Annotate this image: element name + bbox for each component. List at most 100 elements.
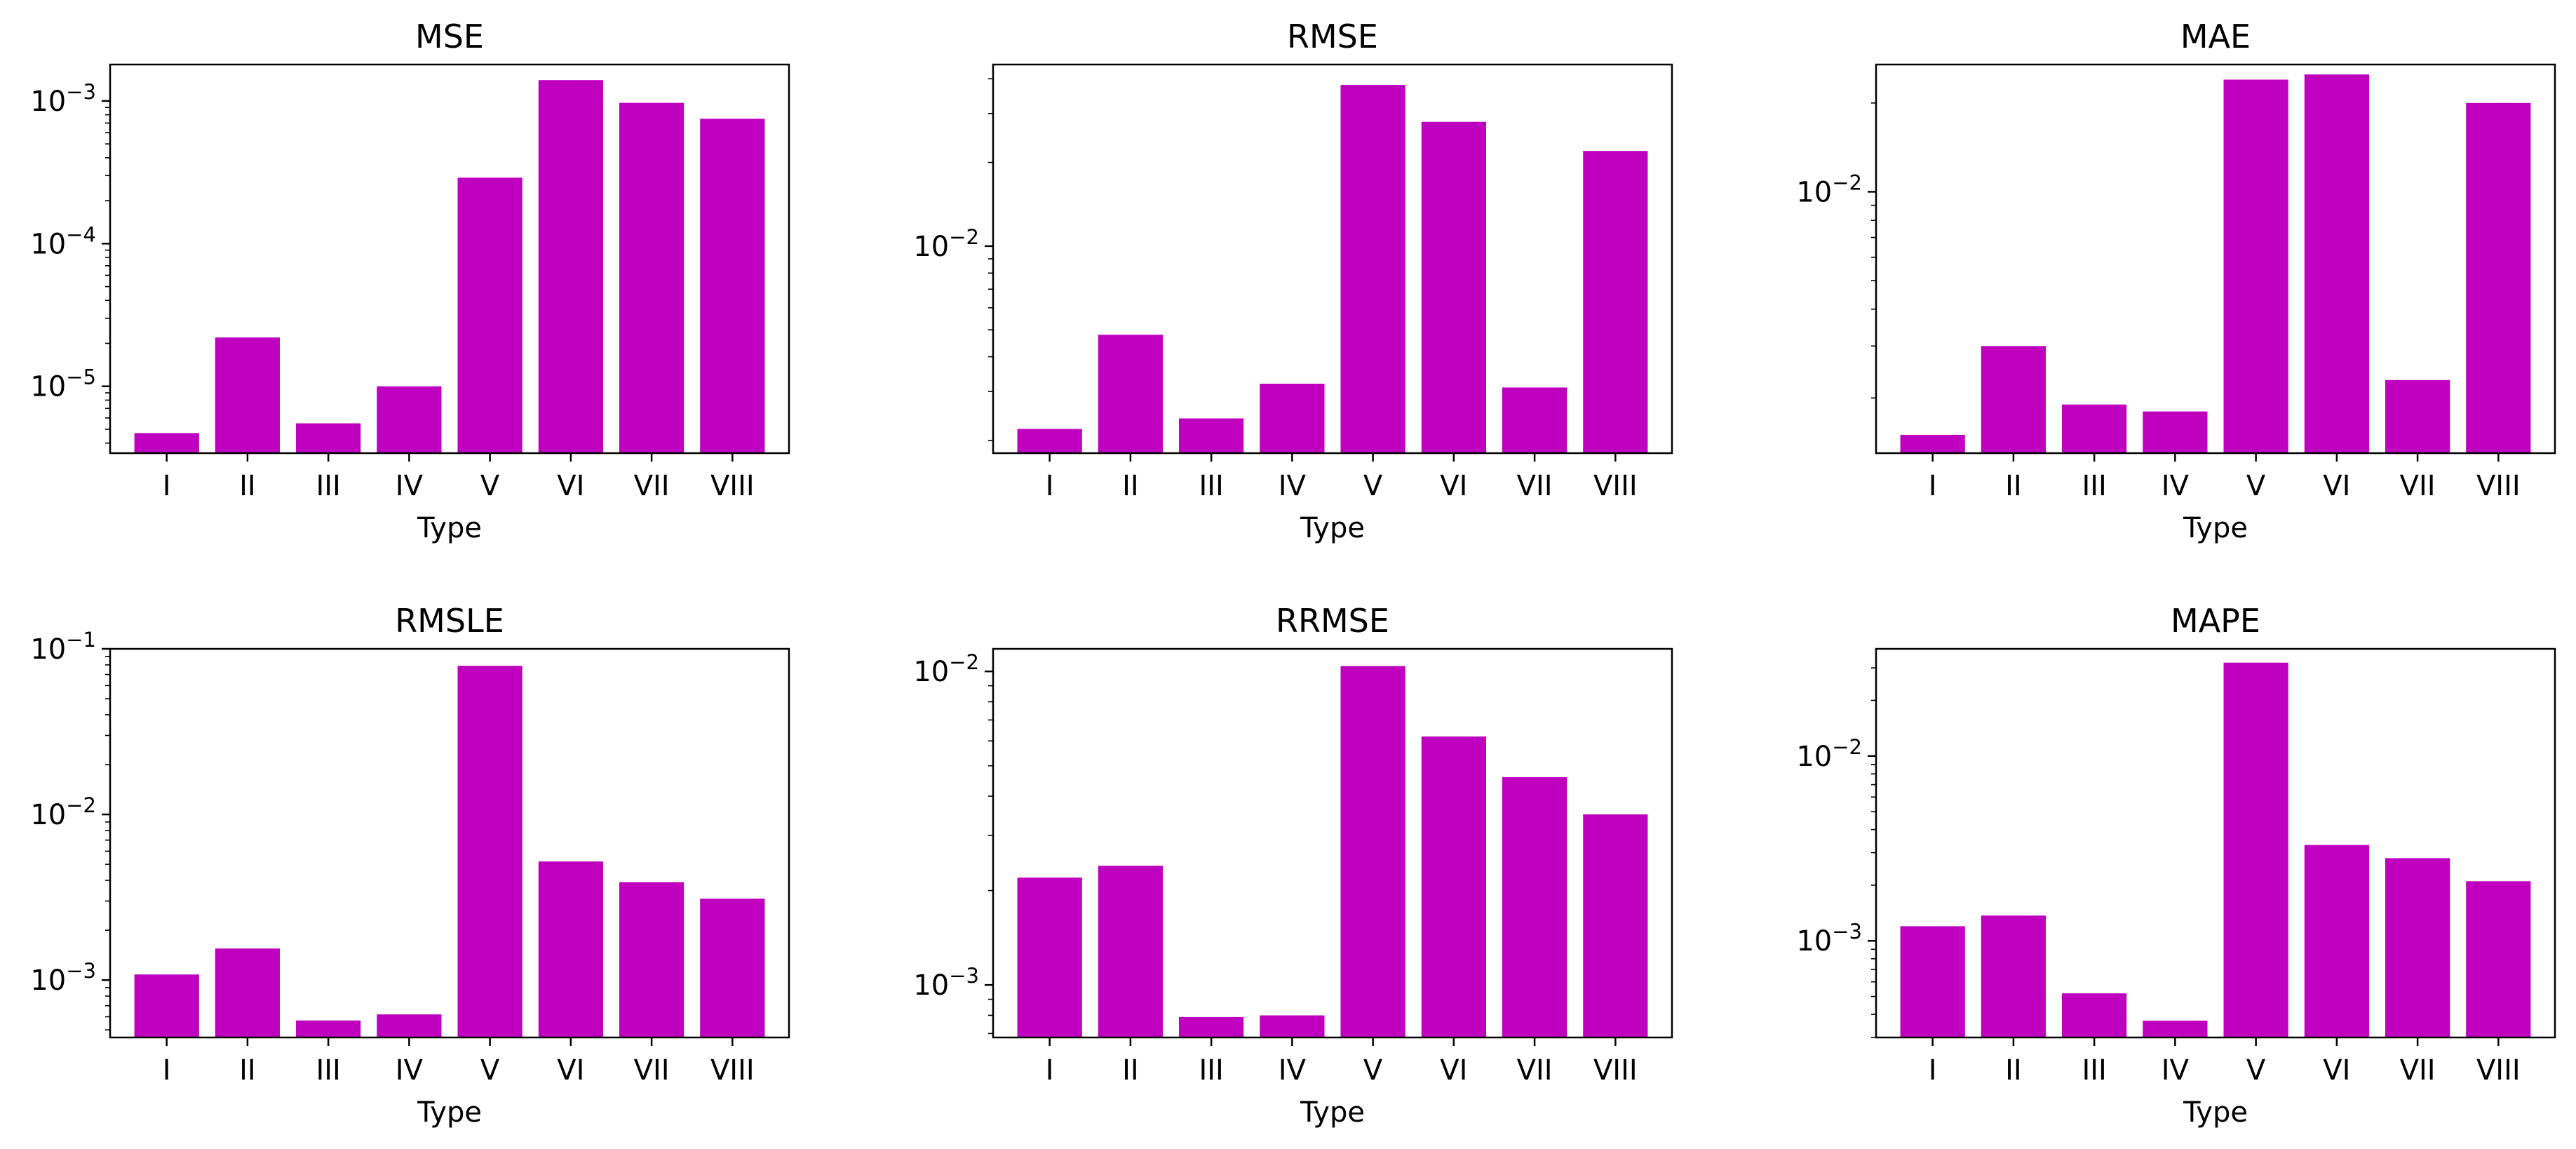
- panel-title: RRMSE: [1276, 602, 1389, 640]
- bar-rmse-v: [1340, 85, 1405, 454]
- bar-mae-vi: [2304, 74, 2369, 454]
- bar-mse-i: [134, 433, 199, 453]
- x-tick-label: VI: [2323, 470, 2350, 502]
- x-tick-label: III: [316, 1054, 340, 1087]
- bar-rmse-vi: [1421, 121, 1486, 453]
- bar-rmsle-i: [134, 974, 199, 1037]
- bar-rrmse-iii: [1179, 1016, 1244, 1037]
- x-tick-label: I: [1929, 1054, 1937, 1087]
- bar-mse-iv: [377, 386, 442, 453]
- y-tick-label: 10−5: [30, 365, 96, 403]
- x-tick-label: VII: [2400, 470, 2436, 502]
- x-axis-label: Type: [2183, 512, 2248, 544]
- x-tick-label: IV: [396, 470, 424, 502]
- x-tick-label: III: [2082, 1054, 2106, 1087]
- x-tick-label: VIII: [1593, 1054, 1638, 1087]
- x-tick-label: V: [480, 470, 500, 502]
- bar-rrmse-vi: [1421, 736, 1486, 1037]
- bar-rmsle-vi: [538, 861, 603, 1037]
- bar-rmse-iii: [1179, 418, 1244, 453]
- x-tick-label: II: [239, 470, 256, 502]
- x-axis-label: Type: [2183, 1096, 2248, 1129]
- x-tick-label: V: [2246, 470, 2266, 502]
- panel-title: RMSLE: [395, 602, 504, 640]
- axes-frame: [992, 63, 1673, 455]
- bar-mape-i: [1900, 926, 1965, 1037]
- bar-mae-i: [1900, 434, 1965, 453]
- bar-rrmse-viii: [1583, 814, 1648, 1037]
- bar-mape-vii: [2385, 858, 2450, 1037]
- x-tick-label: I: [1046, 470, 1054, 502]
- axes-frame: [992, 647, 1673, 1039]
- bar-mse-v: [457, 177, 522, 454]
- x-axis-label: Type: [1300, 512, 1365, 544]
- x-tick-label: V: [2246, 1054, 2266, 1087]
- x-tick-label: VI: [1440, 470, 1467, 502]
- x-tick-label: VII: [634, 470, 670, 502]
- bar-rrmse-iv: [1260, 1015, 1325, 1037]
- x-tick-label: IV: [2162, 470, 2190, 502]
- x-tick-label: II: [2005, 470, 2022, 502]
- y-tick-label: 10−2: [913, 650, 979, 688]
- x-tick-label: VIII: [2476, 1054, 2521, 1087]
- bar-mape-iii: [2062, 993, 2127, 1037]
- bar-mse-viii: [700, 119, 765, 454]
- x-tick-label: IV: [1279, 1054, 1307, 1087]
- x-axis-label: Type: [1300, 1096, 1365, 1129]
- x-axis-label: Type: [417, 512, 482, 544]
- y-tick-label: 10−2: [30, 793, 96, 831]
- y-tick-label: 10−2: [1796, 170, 1862, 208]
- panel-title: RMSE: [1287, 18, 1378, 55]
- x-tick-label: III: [1199, 1054, 1223, 1087]
- y-tick-label: 10−1: [30, 628, 96, 666]
- x-tick-label: III: [316, 470, 340, 502]
- y-tick-label: 10−3: [1796, 920, 1862, 957]
- x-tick-label: II: [2005, 1054, 2022, 1087]
- bar-rrmse-i: [1017, 878, 1082, 1037]
- bar-rrmse-ii: [1098, 866, 1163, 1037]
- x-tick-label: VI: [1440, 1054, 1467, 1087]
- bar-rmsle-viii: [700, 899, 765, 1037]
- x-tick-label: II: [239, 1054, 256, 1087]
- bar-rmse-i: [1017, 429, 1082, 453]
- bar-mae-iii: [2062, 404, 2127, 453]
- bar-mse-vii: [619, 102, 685, 453]
- x-axis-label: Type: [417, 1096, 482, 1129]
- x-tick-label: III: [1199, 470, 1223, 502]
- x-tick-label: VI: [2323, 1054, 2350, 1087]
- bar-rmsle-iii: [296, 1020, 361, 1037]
- axes-frame: [109, 63, 790, 455]
- bar-mape-ii: [1981, 915, 2046, 1037]
- x-tick-label: VII: [1517, 1054, 1553, 1087]
- bar-rmsle-v: [457, 666, 522, 1037]
- bar-mse-vi: [538, 80, 603, 453]
- y-tick-label: 10−3: [30, 959, 96, 997]
- bar-mse-ii: [215, 337, 280, 453]
- bar-rrmse-v: [1340, 666, 1405, 1037]
- bar-mape-vi: [2304, 845, 2369, 1037]
- x-tick-label: II: [1122, 1054, 1139, 1087]
- x-tick-label: VII: [1517, 470, 1553, 502]
- panel-title: MSE: [415, 18, 484, 55]
- x-tick-label: V: [1363, 1054, 1383, 1087]
- x-tick-label: I: [1929, 470, 1937, 502]
- bar-rmse-iv: [1260, 384, 1325, 453]
- x-tick-label: V: [480, 1054, 500, 1087]
- x-tick-label: VII: [2400, 1054, 2436, 1087]
- x-tick-label: VIII: [710, 470, 755, 502]
- bar-mae-ii: [1981, 346, 2046, 453]
- bar-mae-vii: [2385, 379, 2450, 453]
- bar-rmse-viii: [1583, 151, 1648, 453]
- bar-rmsle-ii: [215, 948, 280, 1037]
- bar-mae-iv: [2143, 411, 2208, 453]
- panel-title: MAPE: [2171, 602, 2260, 640]
- axes-frame: [109, 647, 790, 1039]
- x-tick-label: I: [1046, 1054, 1054, 1087]
- x-tick-label: IV: [2162, 1054, 2190, 1087]
